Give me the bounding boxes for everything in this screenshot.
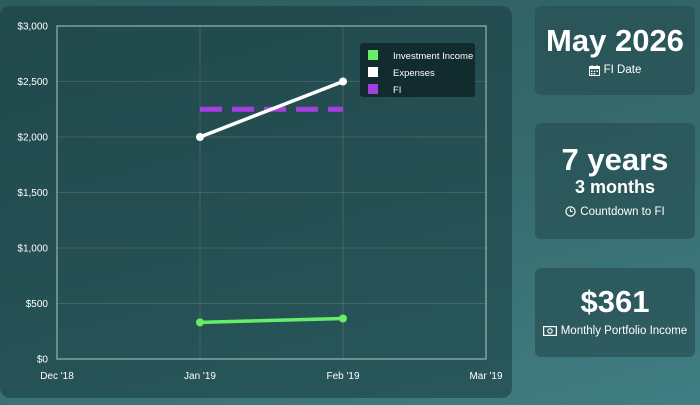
y-tick-label: $2,500: [17, 77, 48, 88]
expenses-line: [198, 79, 345, 139]
x-tick-label: Dec '18: [40, 371, 74, 382]
investment-income-line: [198, 316, 345, 325]
legend-swatch-fi: [368, 84, 378, 94]
expenses-point: [196, 133, 204, 141]
line-chart: $0 $500 $1,000 $1,500 $2,000 $2,500 $3,000 Dec …: [17, 22, 503, 383]
legend-swatch-expenses: [368, 67, 378, 77]
countdown-years: 7 years: [561, 142, 669, 177]
countdown-label: Countdown to FI: [580, 205, 665, 218]
y-tick-label: $3,000: [17, 22, 48, 33]
y-tick-label: $1,500: [17, 188, 48, 199]
legend-label-investment-income: Investment Income: [393, 51, 473, 62]
x-tick-label: Jan '19: [184, 371, 216, 382]
y-tick-label: $2,000: [17, 133, 48, 144]
investment-income-point: [339, 314, 347, 323]
calendar-icon: [588, 64, 600, 76]
investment-income-point: [196, 318, 204, 327]
fi-date-card: May 2026 FI Date: [535, 6, 695, 95]
income-card: $361 Monthly Portfolio Income: [535, 268, 695, 357]
legend-label-fi: FI: [393, 85, 401, 96]
income-label: Monthly Portfolio Income: [560, 325, 688, 337]
income-value: $361: [580, 284, 650, 319]
fi-date-label: FI Date: [603, 64, 642, 76]
legend-box: [360, 43, 475, 97]
y-tick-label: $500: [26, 299, 49, 310]
legend-swatch-investment-income: [368, 50, 378, 60]
countdown-months: 3 months: [574, 177, 655, 197]
money-icon: [542, 326, 557, 336]
y-tick-label: $1,000: [17, 244, 48, 255]
x-tick-label: Mar '19: [469, 371, 502, 382]
countdown-caption: Countdown to FI: [535, 206, 695, 218]
fi-date-value: May 2026: [546, 23, 684, 58]
chart-panel: $0 $500 $1,000 $1,500 $2,000 $2,500 $3,000 Dec …: [0, 6, 512, 398]
countdown-card: 7 years 3 months Countdown to FI: [535, 123, 695, 239]
y-tick-label: $0: [37, 355, 49, 366]
x-tick-label: Feb '19: [326, 371, 359, 382]
fi-date-caption: FI Date: [535, 64, 695, 76]
income-caption: Monthly Portfolio Income: [535, 325, 695, 337]
plot-frame: [56, 25, 487, 360]
expenses-point: [339, 77, 347, 86]
legend-label-expenses: Expenses: [393, 68, 435, 79]
clock-icon: [565, 206, 576, 217]
